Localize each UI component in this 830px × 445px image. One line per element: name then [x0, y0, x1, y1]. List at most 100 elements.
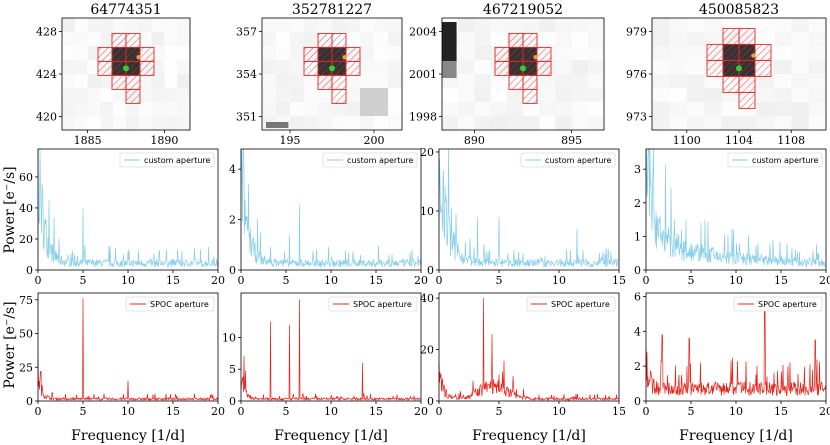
- aperture-pixel-outline: [523, 47, 537, 61]
- y-tick-label: 0: [634, 264, 641, 277]
- y-tick-label: 2: [634, 360, 641, 373]
- y-tick-label: 354: [236, 68, 257, 81]
- image-pixel: [360, 60, 375, 75]
- x-tick-label: 5: [688, 405, 695, 418]
- aperture-pixel-outline: [332, 47, 346, 61]
- custom-periodogram: 0 5 10 15 200204060custom aperture: [19, 149, 225, 287]
- image-pixel: [588, 88, 605, 103]
- aperture-pixel-outline: [495, 61, 509, 75]
- image-pixel: [704, 88, 722, 103]
- image-pixel: [276, 32, 291, 47]
- spoc-spectrum-line: [439, 298, 619, 400]
- spoc-periodogram: 0 5 10 15 200246SPOC apertureFrequency [1/d]: [634, 290, 830, 444]
- image-pixel: [374, 60, 389, 75]
- y-tick-label: 0: [427, 395, 434, 408]
- aperture-pixel-outline: [112, 47, 126, 61]
- aperture-pixel-outline: [495, 47, 509, 61]
- x-tick-label: 20: [211, 274, 225, 287]
- image-pixel: [346, 18, 361, 33]
- image-pixel: [572, 88, 589, 103]
- legend-label: SPOC aperture: [150, 300, 209, 309]
- image-pixel: [539, 74, 556, 89]
- x-tick-label: 195: [280, 134, 301, 147]
- image-pixel: [669, 46, 687, 61]
- image-pixel: [774, 88, 792, 103]
- image-pixel: [458, 102, 475, 117]
- image-pixel: [304, 88, 319, 103]
- image-pixel: [588, 32, 605, 47]
- image-pixel: [62, 60, 75, 75]
- image-pixel: [75, 60, 88, 75]
- image-pixel: [791, 18, 809, 33]
- x-tick-label: 10: [324, 274, 338, 287]
- image-pixel: [388, 60, 403, 75]
- image-pixel: [346, 88, 361, 103]
- image-pixel: [360, 116, 375, 131]
- image-pixel: [374, 32, 389, 47]
- x-tick-label: 5: [496, 274, 503, 287]
- image-pixel: [809, 116, 827, 131]
- aperture-pixel-outline: [755, 60, 771, 76]
- x-tick-label: 10: [729, 274, 743, 287]
- aperture-pixel-outline: [332, 89, 346, 103]
- y-tick-label: 4: [634, 325, 641, 338]
- image-pixel: [164, 74, 177, 89]
- image-pixel: [507, 88, 524, 103]
- image-pixel: [739, 116, 757, 131]
- aperture-pixel-outline: [509, 33, 523, 47]
- aperture-pixel-outline: [537, 61, 551, 75]
- image-pixel: [652, 32, 670, 47]
- image-pixel: [572, 32, 589, 47]
- x-tick-label: 10: [121, 274, 135, 287]
- x-tick-label: 10: [552, 274, 566, 287]
- image-pixel: [791, 46, 809, 61]
- aperture-pixel-outline: [537, 47, 551, 61]
- image-pixel: [539, 18, 556, 33]
- image-pixel: [100, 116, 113, 131]
- image-pixel: [262, 88, 277, 103]
- image-pixel: [774, 116, 792, 131]
- aperture-pixel-outline: [318, 47, 332, 61]
- aperture-pixel-outline: [140, 61, 154, 75]
- image-pixel: [290, 74, 305, 89]
- image-pixel: [458, 88, 475, 103]
- neighbor-star-marker: [342, 55, 346, 59]
- image-pixel: [62, 18, 75, 33]
- image-pixel: [164, 88, 177, 103]
- image-pixel: [388, 32, 403, 47]
- column-1: 64774351 1885 1890 428 424 420 0 5 10 15 20 0 20 40 60…: [19, 2, 225, 444]
- custom-periodogram: 0 5 10 1501020custom aperture: [420, 146, 626, 287]
- x-tick-label: 15: [369, 405, 383, 418]
- image-pixel: [262, 74, 277, 89]
- x-tick-label: 1108: [777, 134, 805, 147]
- image-pixel: [669, 116, 687, 131]
- image-pixel: [474, 88, 491, 103]
- panel-title: 352781227: [292, 2, 372, 18]
- image-pixel: [572, 46, 589, 61]
- image-pixel: [262, 18, 277, 33]
- image-pixel: [523, 18, 540, 33]
- image-pixel: [809, 18, 827, 33]
- image-pixel: [318, 102, 333, 117]
- y-tick-label: 60: [19, 171, 33, 184]
- y-tick-label: 3: [634, 163, 641, 176]
- y-tick-label: 357: [236, 25, 257, 38]
- y-tick-label: 2: [229, 214, 236, 227]
- aperture-pixel-outline: [318, 33, 332, 47]
- image-pixel: [62, 32, 75, 47]
- target-star-marker: [123, 65, 129, 71]
- image-pixel: [652, 18, 670, 33]
- legend-label: custom aperture: [752, 156, 819, 165]
- image-pixel: [774, 32, 792, 47]
- image-pixel: [88, 102, 101, 117]
- image-pixel: [687, 32, 705, 47]
- image-pixel: [177, 116, 190, 131]
- x-tick-label: 10: [121, 405, 135, 418]
- image-pixel: [474, 74, 491, 89]
- neighbor-star-marker: [136, 55, 140, 59]
- column-2: 352781227195 2003573543510 5 10 15 20024custo…: [222, 2, 428, 444]
- image-pixel: [346, 102, 361, 117]
- image-pixel: [507, 102, 524, 117]
- x-tick-label: 0: [436, 274, 443, 287]
- image-panel: 352781227195 200357354351: [236, 2, 403, 147]
